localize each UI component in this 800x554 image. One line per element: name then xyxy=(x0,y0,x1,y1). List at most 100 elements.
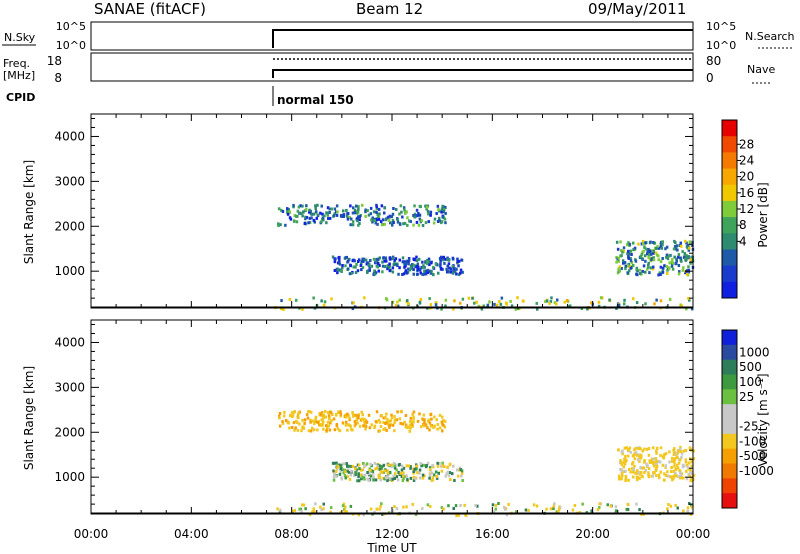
range-gate-cell xyxy=(417,223,421,227)
range-tick-label: 3000 xyxy=(54,380,85,394)
range-gate-cell xyxy=(556,298,559,302)
range-gate-cell xyxy=(366,261,369,265)
range-gate-cell xyxy=(673,464,676,468)
range-gate-cell xyxy=(409,419,412,423)
range-gate-cell xyxy=(441,204,444,208)
range-gate-cell xyxy=(302,426,306,430)
range-gate-cell xyxy=(652,256,655,260)
range-gate-cell xyxy=(669,470,673,473)
range-gate-cell xyxy=(424,272,428,276)
range-gate-cell xyxy=(416,272,419,276)
range-gate-cell xyxy=(293,214,296,218)
range-gate-cell xyxy=(359,473,362,477)
range-gate-cell xyxy=(357,258,361,262)
range-gate-cell xyxy=(363,296,366,300)
range-gate-cell xyxy=(503,505,506,509)
range-gate-cell xyxy=(642,264,646,268)
range-gate-cell xyxy=(358,215,362,218)
range-gate-cell xyxy=(279,223,282,227)
range-gate-cell xyxy=(629,266,632,270)
range-gate-cell xyxy=(348,216,351,219)
range-gate-cell xyxy=(632,475,635,479)
range-gate-cell xyxy=(632,297,635,301)
range-gate-cell xyxy=(425,465,428,469)
cpid-row: CPID normal 150 xyxy=(6,86,354,107)
range-gate-cell xyxy=(503,507,507,511)
range-gate-cell xyxy=(573,504,577,507)
range-gate-cell xyxy=(398,417,402,421)
range-gate-cell xyxy=(381,270,384,274)
range-gate-cell xyxy=(349,204,352,208)
range-gate-cell xyxy=(370,264,374,268)
range-gate-cell xyxy=(309,429,313,433)
range-gate-cell xyxy=(667,474,670,478)
power-panel: 1000 2000 3000 4000 Slant Range [km] xyxy=(22,113,695,311)
range-gate-cell xyxy=(416,267,419,271)
range-gate-cell xyxy=(350,217,353,221)
range-gate-cell xyxy=(325,428,328,432)
range-gate-cell xyxy=(598,502,601,506)
range-gate-cell xyxy=(373,272,377,276)
range-gate-cell xyxy=(655,474,658,478)
range-gate-cell xyxy=(292,203,295,207)
range-gate-cell xyxy=(418,300,422,304)
range-gate-cell xyxy=(673,461,676,465)
range-gate-cell xyxy=(318,423,321,427)
range-gate-cell xyxy=(339,414,342,418)
freq-label: Freq. xyxy=(3,57,30,70)
range-gate-cell xyxy=(590,301,593,305)
range-gate-cell xyxy=(428,263,431,267)
range-gate-cell xyxy=(333,212,336,216)
range-gate-cell xyxy=(650,460,653,464)
range-gate-cell xyxy=(326,206,330,210)
range-gate-cell xyxy=(649,266,653,270)
range-gate-cell xyxy=(648,271,651,275)
range-gate-cell xyxy=(281,421,285,425)
range-gate-cell xyxy=(444,304,447,308)
range-gate-cell xyxy=(438,219,441,223)
range-gate-cell xyxy=(461,270,464,274)
range-gate-cell xyxy=(428,297,431,301)
range-gate-cell xyxy=(395,418,399,422)
time-tick-labels: 00:00 04:00 08:00 12:00 16:00 20:00 00:00 xyxy=(74,527,711,541)
range-gate-cell xyxy=(443,465,446,469)
range-gate-cell xyxy=(617,256,620,260)
range-gate-cell xyxy=(415,220,419,224)
range-gate-cell xyxy=(679,256,682,260)
range-gate-cell xyxy=(632,264,635,267)
colorbar-swatch xyxy=(722,493,737,509)
range-gate-cell xyxy=(358,218,361,222)
range-gate-cell xyxy=(319,412,323,416)
range-gate-cell xyxy=(638,476,641,480)
range-gate-cell xyxy=(423,424,426,428)
range-gate-cell xyxy=(645,462,648,466)
range-gate-cell xyxy=(379,424,383,428)
range-gate-cell xyxy=(637,471,640,474)
range-gate-cell xyxy=(352,301,355,305)
range-gate-cell xyxy=(431,463,434,467)
range-gate-cell xyxy=(409,476,413,480)
range-gate-cell xyxy=(436,423,440,426)
range-gate-cell xyxy=(659,470,662,474)
range-gate-cell xyxy=(331,413,334,417)
range-gate-cell xyxy=(442,255,445,259)
range-gate-cell xyxy=(357,414,360,418)
range-gate-cell xyxy=(440,256,443,260)
range-gate-cell xyxy=(597,300,601,304)
range-gate-cell xyxy=(392,461,396,465)
range-gate-cell xyxy=(653,471,656,475)
range-gate-cell xyxy=(428,421,432,425)
range-gate-cell xyxy=(673,255,676,259)
range-gate-cell xyxy=(323,300,327,304)
range-gate-cell xyxy=(278,416,281,420)
range-gate-cell xyxy=(385,412,388,416)
range-gate-cell xyxy=(412,223,415,227)
range-gate-cell xyxy=(428,476,431,480)
range-gate-cell xyxy=(404,414,408,417)
range-gate-cell xyxy=(338,255,341,259)
range-gate-cell xyxy=(652,446,655,450)
range-gate-cell xyxy=(363,477,366,481)
range-gate-cell xyxy=(343,414,347,418)
range-gate-cell xyxy=(301,503,304,507)
